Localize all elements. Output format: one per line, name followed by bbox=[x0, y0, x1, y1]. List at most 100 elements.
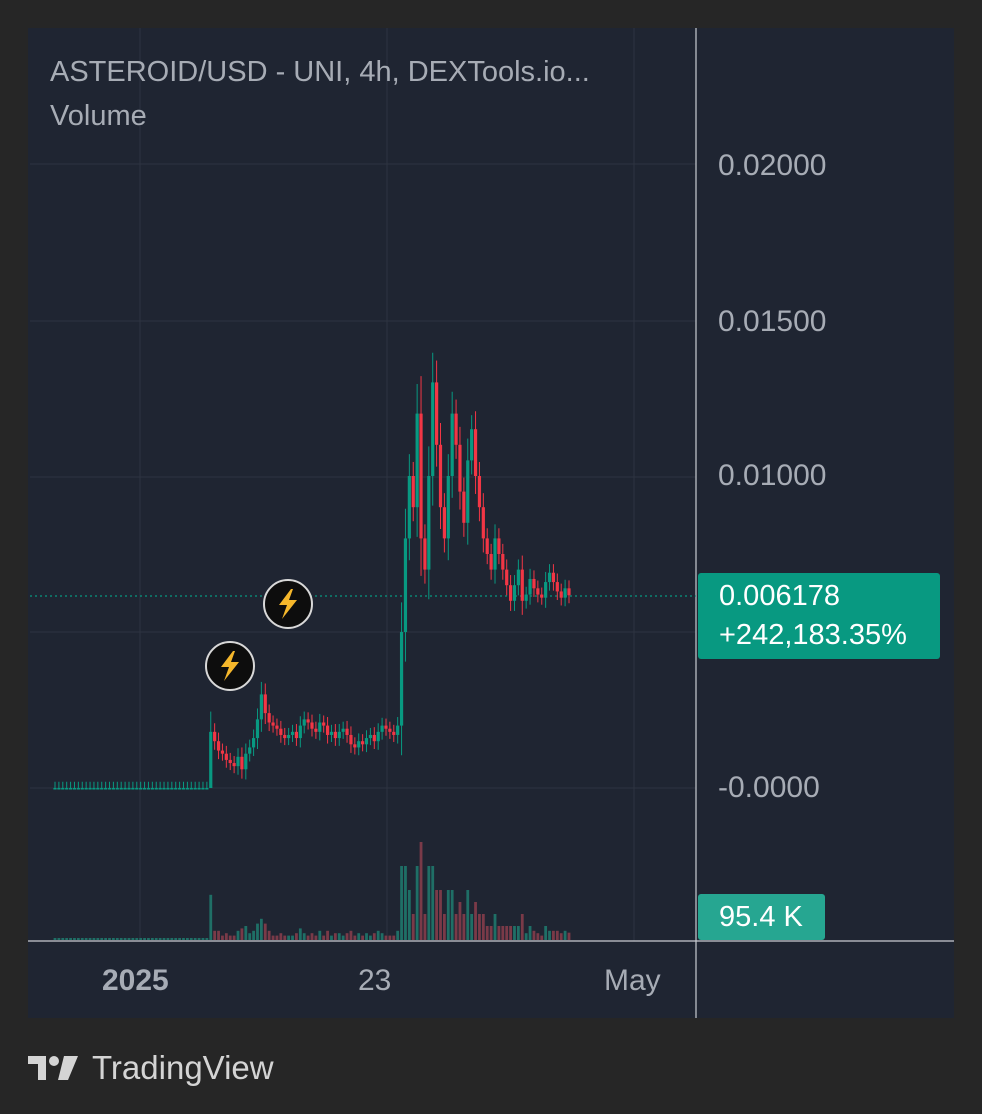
volume-bar bbox=[404, 866, 407, 940]
volume-bar bbox=[295, 933, 298, 940]
symbol-legend[interactable]: ASTEROID/USD - UNI, 4h, DEXTools.io... bbox=[50, 56, 590, 88]
volume-legend[interactable]: Volume bbox=[50, 100, 147, 132]
lightning-bolt-icon bbox=[221, 651, 239, 681]
volume-bar bbox=[256, 923, 259, 940]
candle-body bbox=[349, 734, 353, 745]
tradingview-brand[interactable]: TradingView bbox=[28, 1046, 274, 1090]
candle-body bbox=[485, 538, 489, 554]
candle-body bbox=[224, 753, 228, 760]
volume-bar bbox=[221, 935, 224, 940]
volume-bar bbox=[442, 914, 446, 940]
candle-body bbox=[353, 744, 357, 748]
last-price-change: +242,183.35% bbox=[719, 619, 907, 651]
volume-bar bbox=[516, 926, 520, 940]
last-price-value: 0.006178 bbox=[719, 580, 840, 612]
candle-body bbox=[544, 582, 548, 598]
candle-body bbox=[329, 731, 334, 735]
volume-bar bbox=[333, 933, 337, 940]
volume-bar bbox=[287, 935, 291, 940]
candle-body bbox=[423, 538, 427, 570]
chart-panel[interactable] bbox=[28, 28, 954, 1018]
volume-bar bbox=[481, 914, 485, 940]
candle-body bbox=[563, 588, 567, 598]
lightning-bolt-icon[interactable] bbox=[263, 579, 313, 629]
candle-body bbox=[567, 588, 571, 596]
volume-bar bbox=[80, 938, 84, 940]
volume-bar bbox=[275, 935, 279, 940]
volume-bar bbox=[228, 935, 232, 940]
candle-body bbox=[209, 731, 213, 788]
candle-body bbox=[104, 788, 108, 790]
candle-body bbox=[259, 694, 263, 720]
candle-body bbox=[287, 734, 291, 739]
candle-body bbox=[255, 719, 260, 739]
volume-bar bbox=[170, 938, 174, 940]
candle-body bbox=[178, 788, 182, 790]
lightning-bolt-icon[interactable] bbox=[205, 641, 255, 691]
volume-bar bbox=[252, 930, 255, 940]
volume-bar bbox=[263, 923, 267, 940]
volume-bar bbox=[154, 938, 158, 940]
candle-body bbox=[61, 788, 65, 790]
candle-body bbox=[470, 429, 474, 461]
volume-bar bbox=[524, 933, 528, 940]
lightning-bolt-icon bbox=[279, 589, 297, 619]
volume-bar bbox=[69, 938, 72, 940]
volume-bar bbox=[209, 894, 213, 940]
price-tick-label: 0.01500 bbox=[718, 305, 827, 338]
candle-body bbox=[435, 382, 439, 445]
volume-bar bbox=[224, 933, 228, 940]
candle-body bbox=[438, 444, 443, 508]
candle-body bbox=[551, 572, 556, 583]
volume-bar bbox=[439, 890, 442, 940]
volume-bar bbox=[302, 933, 306, 940]
volume-bar bbox=[454, 914, 458, 940]
candle-body bbox=[403, 538, 408, 632]
candle-body bbox=[275, 725, 279, 729]
volume-bar bbox=[548, 930, 551, 940]
volume-series bbox=[53, 842, 571, 940]
candle-body bbox=[146, 788, 151, 790]
volume-bar bbox=[193, 938, 197, 940]
volume-bar bbox=[143, 938, 146, 940]
volume-bar bbox=[345, 933, 349, 940]
volume-bar bbox=[201, 938, 205, 940]
volume-bar bbox=[337, 933, 341, 940]
volume-bar bbox=[213, 930, 217, 940]
candle-body bbox=[166, 788, 170, 790]
volume-bar bbox=[431, 866, 435, 940]
volume-bar bbox=[485, 926, 489, 940]
volume-bar bbox=[520, 914, 524, 940]
candle-body bbox=[294, 731, 299, 739]
volume-bar bbox=[376, 930, 380, 940]
volume-bar bbox=[559, 933, 563, 940]
candle-body bbox=[213, 731, 217, 742]
volume-bar bbox=[497, 926, 501, 940]
candle-body bbox=[306, 719, 310, 723]
candle-body bbox=[497, 538, 501, 554]
volume-bar bbox=[501, 926, 505, 940]
volume-bar bbox=[493, 914, 497, 940]
candle-body bbox=[473, 429, 478, 476]
volume-bar bbox=[73, 938, 76, 940]
candle-body bbox=[57, 788, 61, 790]
candle-body bbox=[107, 788, 112, 790]
candle-body bbox=[559, 591, 563, 598]
candle-body bbox=[197, 788, 201, 790]
volume-bar bbox=[267, 930, 271, 940]
candle-body bbox=[380, 725, 384, 732]
time-tick-label: 2025 bbox=[102, 964, 169, 997]
candle-body bbox=[411, 476, 415, 508]
volume-bar bbox=[415, 866, 419, 940]
candle-body bbox=[322, 722, 326, 726]
candle-body bbox=[96, 788, 100, 790]
candle-body bbox=[302, 719, 306, 726]
candle-body bbox=[76, 788, 80, 790]
volume-bar bbox=[552, 930, 555, 940]
candle-body bbox=[263, 694, 267, 714]
volume-bar bbox=[540, 935, 544, 940]
price-tick-label: 0.02000 bbox=[718, 149, 827, 182]
grid-lines bbox=[30, 28, 696, 941]
volume-bar bbox=[240, 928, 244, 940]
